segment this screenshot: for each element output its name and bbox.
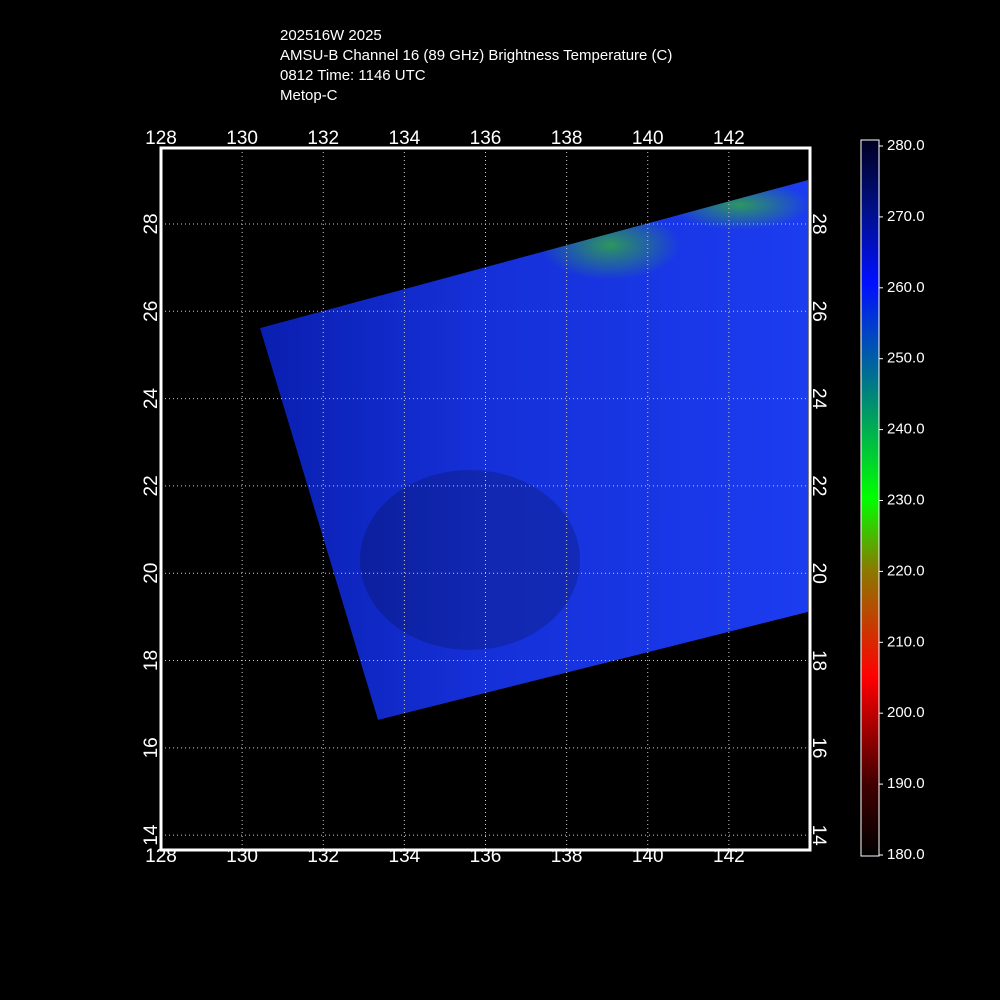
y-tick-label: 20: [808, 563, 829, 584]
y-tick-label: 18: [808, 650, 829, 671]
y-tick-label: 24: [141, 388, 162, 410]
y-tick-label: 22: [141, 475, 162, 496]
colorbar-label: 230.0: [887, 491, 925, 508]
swath-fill: [260, 180, 808, 720]
y-tick-label: 26: [141, 301, 162, 322]
x-tick-label: 134: [389, 128, 421, 149]
colorbar-label: 180.0: [887, 846, 925, 863]
header-line: AMSU-B Channel 16 (89 GHz) Brightness Te…: [280, 47, 672, 64]
header: 202516W 2025 AMSU-B Channel 16 (89 GHz) B…: [280, 27, 672, 104]
y-tick-label: 22: [808, 475, 829, 496]
y-tick-label: 28: [808, 213, 829, 234]
colorbar-label: 210.0: [887, 633, 925, 650]
y-tick-label: 18: [141, 650, 162, 671]
colorbar: [860, 139, 880, 857]
x-tick-label: 130: [226, 128, 258, 149]
green-area: [540, 210, 680, 280]
y-tick-label: 28: [141, 213, 162, 234]
x-tick-label: 140: [632, 128, 664, 149]
header-line: 202516W 2025: [280, 27, 382, 44]
header-line: Metop-C: [280, 87, 338, 104]
x-tick-label: 142: [713, 128, 745, 149]
y-tick-label: 14: [808, 825, 829, 847]
colorbar-label: 260.0: [887, 279, 925, 296]
map-frame: [159, 146, 812, 852]
y-tick-label: 16: [808, 737, 829, 758]
swath: [260, 180, 808, 720]
colorbar-ticks: 180.0 190.0 200.0 210.0 220.0 230.0 240.0 250.0…: [879, 137, 925, 863]
x-tick-label: 136: [470, 128, 502, 149]
dark-area: [360, 470, 580, 650]
colorbar-label: 250.0: [887, 350, 925, 367]
colorbar-label: 240.0: [887, 421, 925, 438]
colorbar-label: 220.0: [887, 562, 925, 579]
colorbar-label: 200.0: [887, 704, 925, 721]
colorbar-label: 190.0: [887, 775, 925, 792]
colorbar-label: 280.0: [887, 137, 925, 154]
y-tick-label: 14: [141, 824, 162, 846]
y-tick-label: 24: [808, 388, 829, 410]
x-tick-label: 128: [145, 128, 177, 149]
header-line: 0812 Time: 1146 UTC: [280, 67, 426, 84]
colorbar-label: 270.0: [887, 208, 925, 225]
x-tick-label: 138: [551, 128, 583, 149]
y-tick-label: 16: [141, 737, 162, 758]
green-area: [670, 180, 808, 230]
y-tick-label: 20: [141, 563, 162, 584]
x-tick-label: 132: [307, 128, 339, 149]
y-tick-label: 26: [808, 301, 829, 322]
